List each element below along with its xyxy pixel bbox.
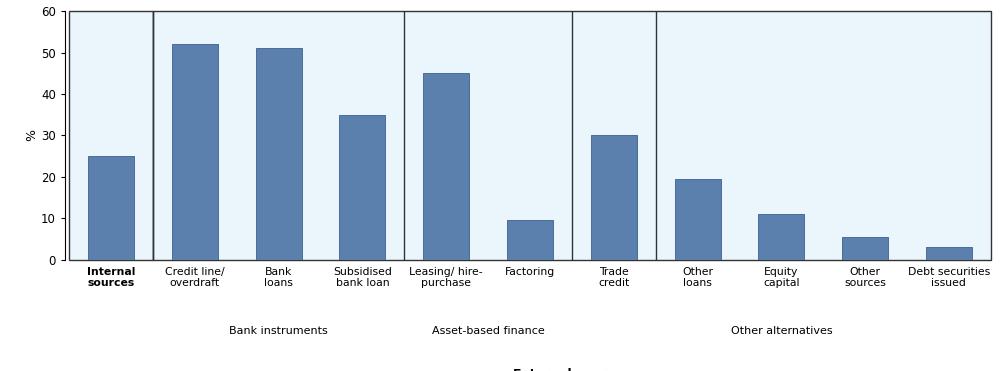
Y-axis label: %: % bbox=[25, 129, 38, 141]
Text: Internal
sources: Internal sources bbox=[87, 267, 135, 288]
Text: Asset-based finance: Asset-based finance bbox=[432, 326, 544, 336]
Text: Bank
loans: Bank loans bbox=[264, 267, 293, 288]
Text: Equity
capital: Equity capital bbox=[763, 267, 800, 288]
Text: Leasing/ hire-
purchase: Leasing/ hire- purchase bbox=[409, 267, 483, 288]
Bar bbox=[256, 48, 302, 260]
Bar bbox=[926, 247, 972, 260]
Bar bbox=[172, 44, 218, 260]
Text: Subsidised
bank loan: Subsidised bank loan bbox=[333, 267, 392, 288]
Bar bbox=[675, 179, 721, 260]
Text: Other
loans: Other loans bbox=[682, 267, 713, 288]
Bar bbox=[842, 237, 888, 260]
Text: Factoring: Factoring bbox=[505, 267, 555, 277]
Text: Bank instruments: Bank instruments bbox=[229, 326, 328, 336]
Text: Other
sources: Other sources bbox=[844, 267, 886, 288]
Bar bbox=[423, 73, 469, 260]
Bar bbox=[591, 135, 637, 260]
Bar bbox=[507, 220, 553, 260]
Bar bbox=[339, 115, 385, 260]
Text: External sources: External sources bbox=[513, 368, 630, 371]
FancyBboxPatch shape bbox=[153, 11, 991, 260]
Bar bbox=[88, 156, 134, 260]
Text: Credit line/
overdraft: Credit line/ overdraft bbox=[165, 267, 225, 288]
Bar bbox=[758, 214, 804, 260]
Text: Trade
credit: Trade credit bbox=[598, 267, 629, 288]
Text: Debt securities
issued: Debt securities issued bbox=[908, 267, 990, 288]
FancyBboxPatch shape bbox=[69, 11, 153, 260]
Text: Other alternatives: Other alternatives bbox=[731, 326, 832, 336]
